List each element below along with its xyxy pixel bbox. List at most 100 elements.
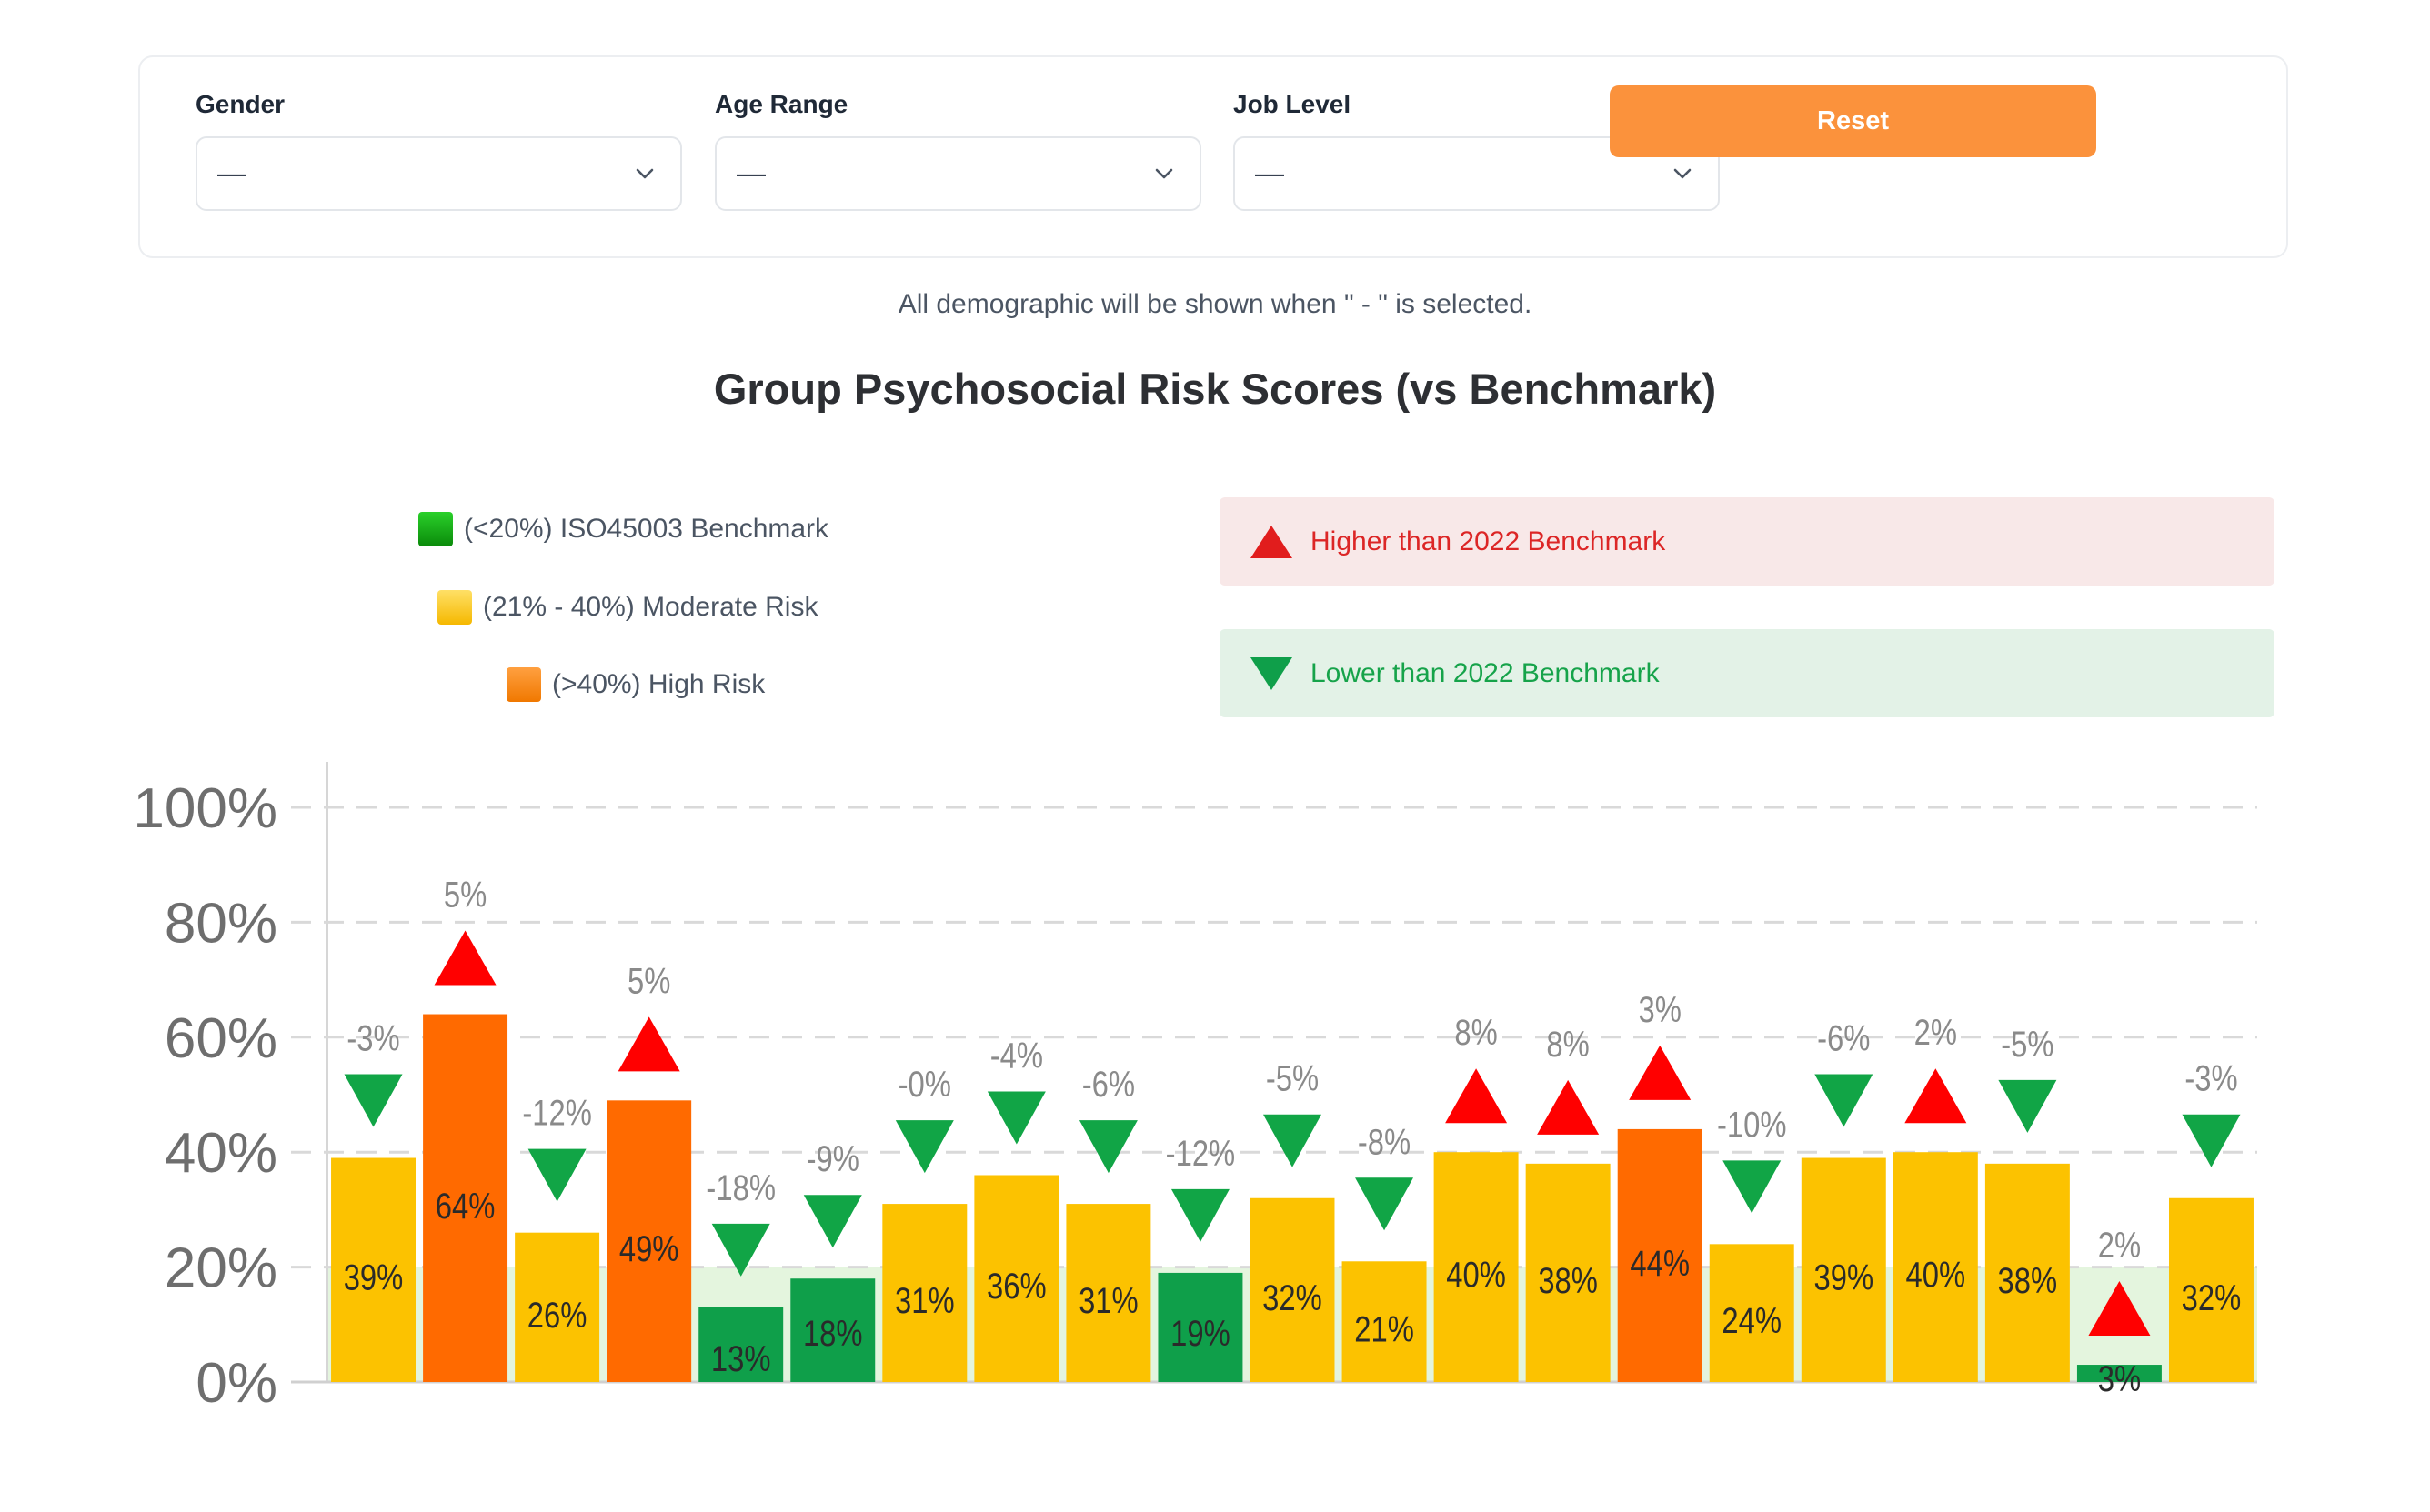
bar-value-label: 13%	[711, 1338, 771, 1379]
bar	[1066, 1204, 1151, 1382]
chevron-down-icon	[636, 168, 654, 179]
bar-value-label: 31%	[1079, 1280, 1139, 1321]
bar	[1525, 1163, 1611, 1382]
reset-button[interactable]: Reset	[1610, 85, 2096, 157]
bar-value-label: 24%	[1722, 1300, 1782, 1341]
y-tick-label: 60%	[165, 1007, 277, 1070]
green-square-icon	[418, 512, 453, 546]
y-tick-label: 80%	[165, 892, 277, 955]
bar-value-label: 26%	[527, 1295, 587, 1336]
y-tick-label: 100%	[133, 777, 277, 840]
bar-value-label: 39%	[344, 1257, 404, 1298]
bar	[2076, 1365, 2162, 1382]
y-tick-label: 0%	[196, 1352, 277, 1415]
change-label: -4%	[990, 1035, 1043, 1076]
bar	[1158, 1272, 1243, 1382]
bar-value-label: 44%	[1630, 1243, 1690, 1284]
change-label: -6%	[1817, 1017, 1870, 1058]
bar	[1893, 1152, 1978, 1382]
bar-value-label: 49%	[619, 1228, 679, 1269]
bar-value-label: 18%	[803, 1313, 863, 1354]
bar-value-label: 32%	[1262, 1277, 1322, 1318]
bar	[974, 1175, 1059, 1382]
down-arrow-icon	[2182, 1114, 2241, 1167]
bar	[331, 1157, 417, 1382]
bar	[882, 1204, 968, 1382]
down-arrow-icon	[987, 1091, 1046, 1145]
legend-moderate: (21% - 40%) Moderate Risk	[437, 589, 818, 626]
gender-select[interactable]: —	[196, 136, 682, 211]
change-label: -3%	[2184, 1058, 2237, 1099]
bar	[423, 1014, 508, 1382]
bar-value-label: 38%	[1538, 1260, 1598, 1301]
up-arrow-icon	[1445, 1068, 1508, 1124]
change-label: -0%	[899, 1064, 951, 1105]
down-arrow-icon	[527, 1148, 587, 1202]
bar	[607, 1100, 692, 1382]
down-arrow-icon	[895, 1120, 954, 1174]
y-tick-label: 40%	[165, 1122, 277, 1185]
change-label: 3%	[1638, 989, 1681, 1030]
age-range-select[interactable]: —	[715, 136, 1201, 211]
triangle-down-icon	[1250, 656, 1292, 690]
up-arrow-icon	[434, 930, 497, 986]
change-label: 5%	[444, 874, 487, 915]
chevron-down-icon	[1155, 168, 1173, 179]
gender-label: Gender	[196, 90, 286, 118]
legend-high: (>40%) High Risk	[507, 666, 765, 703]
down-arrow-icon	[1355, 1177, 1414, 1231]
bar-value-label: 39%	[1813, 1257, 1873, 1298]
bar-value-label: 64%	[436, 1186, 496, 1227]
change-label: -10%	[1717, 1104, 1787, 1145]
down-arrow-icon	[1263, 1114, 1321, 1167]
change-label: -5%	[2001, 1024, 2053, 1065]
up-arrow-icon	[2088, 1281, 2151, 1337]
bar-value-label: 31%	[895, 1280, 955, 1321]
chart-title: Group Psychosocial Risk Scores (vs Bench…	[713, 365, 1717, 413]
bar	[1341, 1261, 1427, 1382]
change-label: -3%	[346, 1017, 399, 1058]
change-label: 2%	[2098, 1225, 2141, 1266]
bar	[790, 1278, 876, 1382]
down-arrow-icon	[1170, 1188, 1230, 1242]
bar-value-label: 19%	[1170, 1313, 1230, 1354]
legend-high-label: (>40%) High Risk	[552, 669, 766, 699]
lower-benchmark-label: Lower than 2022 Benchmark	[1310, 657, 1660, 688]
bar-value-label: 38%	[1998, 1260, 2058, 1301]
down-arrow-icon	[344, 1074, 403, 1127]
job-level-select-value: —	[1255, 156, 1284, 189]
chevron-down-icon	[1673, 168, 1692, 179]
bar	[1617, 1128, 1702, 1382]
gender-select-value: —	[217, 156, 246, 189]
change-label: -18%	[706, 1167, 776, 1208]
change-label: -8%	[1358, 1121, 1411, 1162]
yellow-square-icon	[437, 590, 472, 625]
bar	[515, 1232, 600, 1382]
up-arrow-icon	[1629, 1045, 1692, 1100]
legend-moderate-label: (21% - 40%) Moderate Risk	[483, 592, 818, 622]
lower-benchmark-legend: Lower than 2022 Benchmark	[1220, 629, 2274, 717]
up-arrow-icon	[618, 1016, 680, 1072]
change-label: -12%	[522, 1093, 592, 1134]
higher-benchmark-legend: Higher than 2022 Benchmark	[1220, 497, 2274, 586]
down-arrow-icon	[711, 1223, 770, 1277]
y-tick-label: 20%	[165, 1237, 277, 1300]
bar	[1984, 1163, 2070, 1382]
down-arrow-icon	[1998, 1079, 2057, 1133]
bar	[1433, 1152, 1519, 1382]
change-label: 5%	[628, 960, 670, 1001]
up-arrow-icon	[1904, 1068, 1967, 1124]
higher-benchmark-label: Higher than 2022 Benchmark	[1310, 526, 1666, 556]
down-arrow-icon	[803, 1195, 862, 1248]
legend-benchmark-label: (<20%) ISO45003 Benchmark	[464, 514, 829, 544]
bar-value-label: 32%	[2182, 1277, 2242, 1318]
bar-value-label: 3%	[2098, 1358, 2141, 1399]
change-label: 2%	[1914, 1012, 1957, 1053]
bar	[1250, 1197, 1335, 1382]
bar	[698, 1307, 784, 1382]
bar-value-label: 40%	[1446, 1255, 1506, 1296]
change-label: -9%	[807, 1138, 859, 1179]
change-label: -12%	[1166, 1133, 1236, 1174]
change-label: 8%	[1546, 1024, 1589, 1065]
